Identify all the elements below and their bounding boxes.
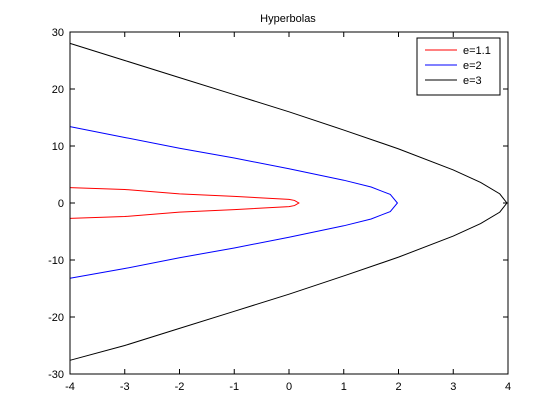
- legend: e=1.1 e=2 e=3: [416, 37, 501, 96]
- y-tick-label: -30: [48, 369, 64, 381]
- x-tick-label: 4: [505, 381, 511, 393]
- y-tick-label: 30: [52, 27, 64, 39]
- y-tick-label: -20: [48, 312, 64, 324]
- chart-title: Hyperbolas: [260, 13, 316, 25]
- legend-label-0: e=1.1: [463, 45, 491, 57]
- x-tick-label: 3: [450, 381, 456, 393]
- legend-label-1: e=2: [463, 60, 482, 72]
- series-line-1: [69, 126, 399, 279]
- x-tick-label: 1: [341, 381, 347, 393]
- y-tick-label: 20: [52, 84, 64, 96]
- x-tick-label: -3: [120, 381, 130, 393]
- series-line-0: [69, 187, 300, 219]
- y-tick-label: 10: [52, 141, 64, 153]
- x-tick-label: 0: [286, 381, 292, 393]
- x-tick-label: 2: [395, 381, 401, 393]
- y-tick-label: -10: [48, 255, 64, 267]
- legend-box: [416, 37, 501, 96]
- x-tick-label: -1: [229, 381, 239, 393]
- x-tick-label: -2: [175, 381, 185, 393]
- x-tick-label: -4: [65, 381, 75, 393]
- y-tick-label: 0: [58, 198, 64, 210]
- legend-label-2: e=3: [463, 75, 482, 87]
